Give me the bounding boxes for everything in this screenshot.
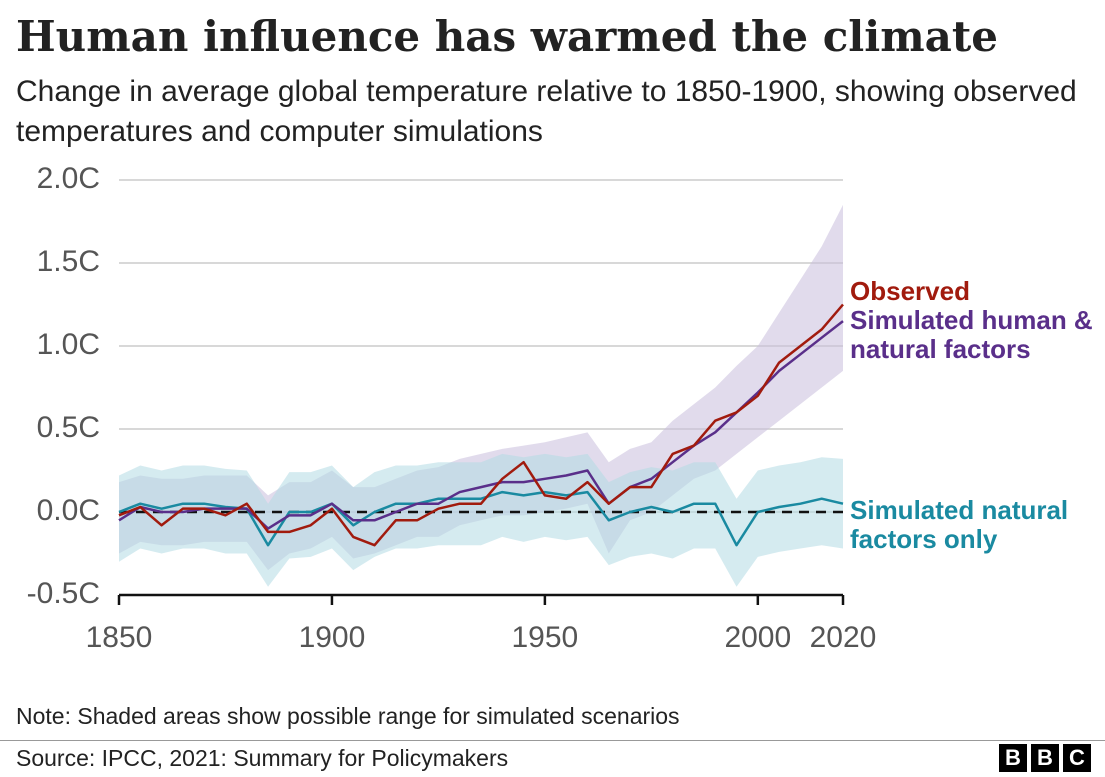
y-tick-label: 1.0C xyxy=(37,328,100,361)
range-band xyxy=(119,453,843,587)
x-tick-label: 1950 xyxy=(512,621,579,654)
legend-natural: Simulated natural factors only xyxy=(850,495,1069,554)
source: Source: IPCC, 2021: Summary for Policyma… xyxy=(16,745,509,771)
chart-subtitle: Change in average global temperature rel… xyxy=(16,75,1077,148)
logo-letter: B xyxy=(999,744,1027,772)
y-tick-label: 0.5C xyxy=(37,411,100,444)
y-tick-label: 2.0C xyxy=(37,162,100,195)
note: Note: Shaded areas show possible range f… xyxy=(16,703,680,729)
footer: Source: IPCC, 2021: Summary for Policyma… xyxy=(0,740,1105,772)
y-tick-label: 0.0C xyxy=(37,494,100,527)
logo: B B C xyxy=(999,744,1091,772)
chart: -0.5C 0.0C 0.5C 1.0C 1.5C 2.0C 1850 1900 1950 200… xyxy=(27,162,877,654)
logo-letter: B xyxy=(1031,744,1059,772)
legend-observed: Observed xyxy=(850,276,970,306)
x-tick-label: 1850 xyxy=(86,621,153,654)
x-tick-label: 1900 xyxy=(299,621,366,654)
legend-human: Simulated human & natural factors xyxy=(850,305,1093,364)
series-line xyxy=(118,303,844,547)
chart-title: Human influence has warmed the climate xyxy=(16,12,998,61)
y-tick-label: -0.5C xyxy=(27,577,100,610)
y-tick-label: 1.5C xyxy=(37,245,100,278)
x-tick-label: 2000 xyxy=(724,621,791,654)
logo-letter: C xyxy=(1063,744,1091,772)
x-tick-label: 2020 xyxy=(810,621,877,654)
